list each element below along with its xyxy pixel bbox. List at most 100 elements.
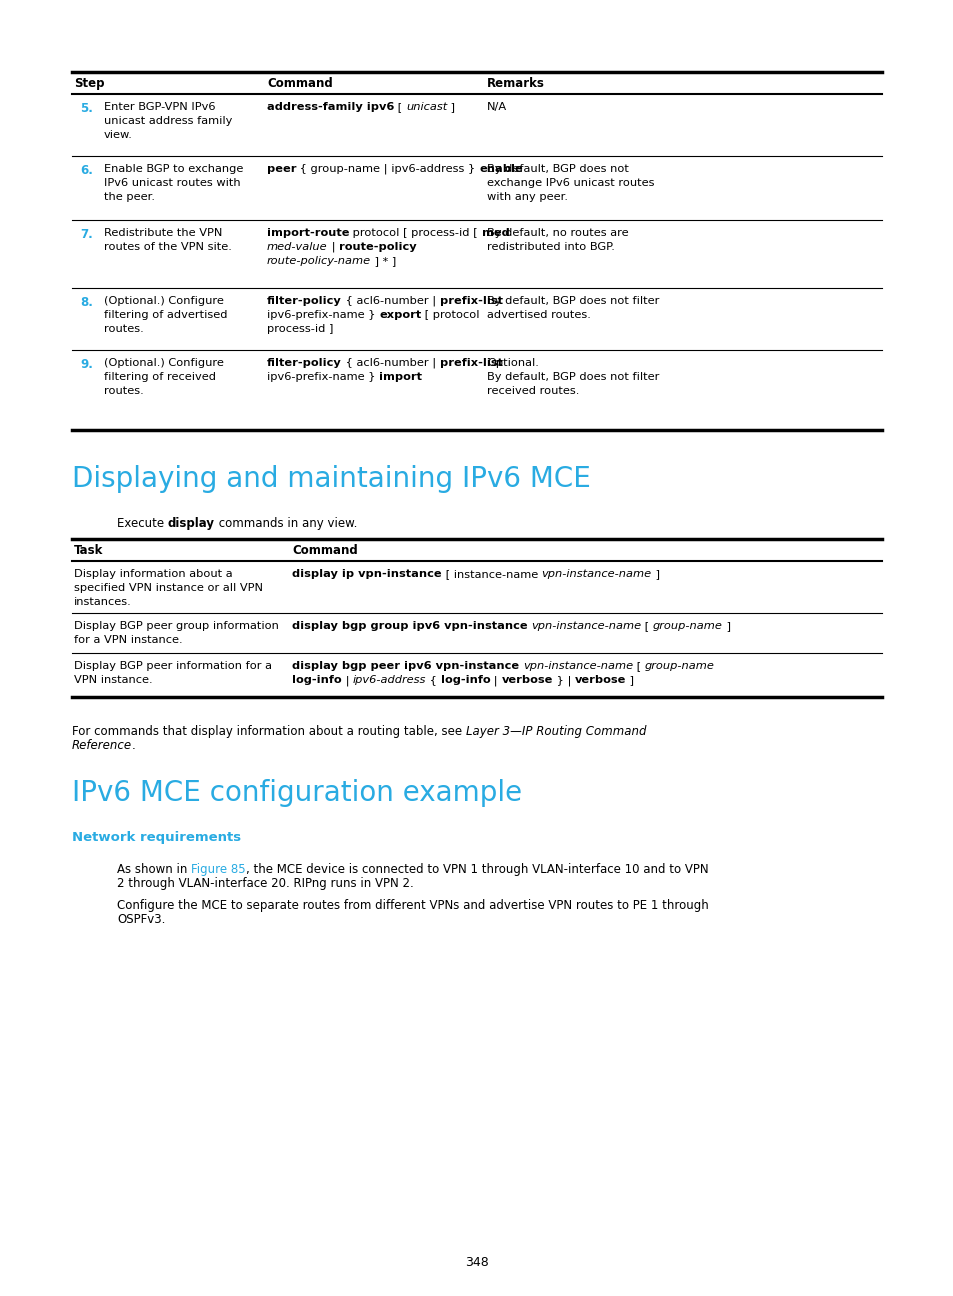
Text: the peer.: the peer. (104, 192, 154, 202)
Text: prefix-list: prefix-list (439, 295, 502, 306)
Text: export: export (378, 310, 421, 320)
Text: routes of the VPN site.: routes of the VPN site. (104, 242, 232, 251)
Text: [: [ (632, 661, 644, 671)
Text: log-info: log-info (440, 675, 490, 686)
Text: Task: Task (74, 544, 103, 557)
Text: Enter BGP-VPN IPv6: Enter BGP-VPN IPv6 (104, 102, 215, 111)
Text: instances.: instances. (74, 597, 132, 607)
Text: view.: view. (104, 130, 132, 140)
Text: ipv6-prefix-name }: ipv6-prefix-name } (267, 372, 378, 382)
Text: { acl6-number |: { acl6-number | (341, 295, 439, 306)
Text: verbose: verbose (501, 675, 553, 686)
Text: group-name: group-name (653, 621, 722, 631)
Text: 5.: 5. (80, 102, 92, 115)
Text: vpn-instance-name: vpn-instance-name (531, 621, 640, 631)
Text: 9.: 9. (80, 358, 92, 371)
Text: Command: Command (292, 544, 357, 557)
Text: .: . (132, 739, 135, 752)
Text: Reference: Reference (71, 739, 132, 752)
Text: received routes.: received routes. (486, 386, 578, 397)
Text: display bgp peer ipv6 vpn-instance: display bgp peer ipv6 vpn-instance (292, 661, 518, 671)
Text: OSPFv3.: OSPFv3. (117, 912, 165, 927)
Text: 7.: 7. (80, 228, 92, 241)
Text: Figure 85: Figure 85 (191, 863, 246, 876)
Text: Step: Step (74, 76, 105, 89)
Text: ipv6-address: ipv6-address (353, 675, 426, 686)
Text: ipv6-prefix-name }: ipv6-prefix-name } (267, 310, 378, 320)
Text: 348: 348 (465, 1256, 488, 1269)
Text: Redistribute the VPN: Redistribute the VPN (104, 228, 222, 238)
Text: Network requirements: Network requirements (71, 831, 241, 844)
Text: filter-policy: filter-policy (267, 358, 341, 368)
Text: unicast: unicast (406, 102, 447, 111)
Text: { acl6-number |: { acl6-number | (341, 358, 439, 368)
Text: ]: ] (447, 102, 455, 111)
Text: filtering of advertised: filtering of advertised (104, 310, 227, 320)
Text: IPv6 MCE configuration example: IPv6 MCE configuration example (71, 779, 521, 807)
Text: group-name: group-name (644, 661, 714, 671)
Text: [: [ (640, 621, 653, 631)
Text: vpn-instance-name: vpn-instance-name (522, 661, 632, 671)
Text: |: | (327, 242, 338, 253)
Text: , the MCE device is connected to VPN 1 through VLAN-interface 10 and to VPN: , the MCE device is connected to VPN 1 t… (246, 863, 708, 876)
Text: enable: enable (478, 165, 522, 174)
Text: As shown in: As shown in (117, 863, 191, 876)
Text: For commands that display information about a routing table, see: For commands that display information ab… (71, 724, 465, 737)
Text: display: display (168, 517, 214, 530)
Text: IPv6 unicast routes with: IPv6 unicast routes with (104, 178, 240, 188)
Text: commands in any view.: commands in any view. (214, 517, 356, 530)
Text: Display information about a: Display information about a (74, 569, 233, 579)
Text: 2 through VLAN-interface 20. RIPng runs in VPN 2.: 2 through VLAN-interface 20. RIPng runs … (117, 877, 414, 890)
Text: log-info: log-info (292, 675, 341, 686)
Text: specified VPN instance or all VPN: specified VPN instance or all VPN (74, 583, 263, 594)
Text: med-value: med-value (267, 242, 327, 251)
Text: |: | (490, 675, 501, 686)
Text: (Optional.) Configure: (Optional.) Configure (104, 358, 224, 368)
Text: routes.: routes. (104, 386, 144, 397)
Text: advertised routes.: advertised routes. (486, 310, 590, 320)
Text: {: { (426, 675, 440, 686)
Text: prefix-list: prefix-list (439, 358, 502, 368)
Text: Displaying and maintaining IPv6 MCE: Displaying and maintaining IPv6 MCE (71, 465, 590, 492)
Text: |: | (341, 675, 353, 686)
Text: protocol [ process-id [: protocol [ process-id [ (349, 228, 481, 238)
Text: ] * ]: ] * ] (371, 257, 395, 266)
Text: (Optional.) Configure: (Optional.) Configure (104, 295, 224, 306)
Text: Configure the MCE to separate routes from different VPNs and advertise VPN route: Configure the MCE to separate routes fro… (117, 899, 708, 912)
Text: Display BGP peer information for a: Display BGP peer information for a (74, 661, 272, 671)
Text: ]: ] (722, 621, 730, 631)
Text: } |: } | (553, 675, 575, 686)
Text: route-policy: route-policy (338, 242, 416, 251)
Text: vpn-instance-name: vpn-instance-name (541, 569, 651, 579)
Text: display bgp group ipv6 vpn-instance: display bgp group ipv6 vpn-instance (292, 621, 527, 631)
Text: unicast address family: unicast address family (104, 117, 233, 126)
Text: N/A: N/A (486, 102, 507, 111)
Text: routes.: routes. (104, 324, 144, 334)
Text: Display BGP peer group information: Display BGP peer group information (74, 621, 278, 631)
Text: VPN instance.: VPN instance. (74, 675, 152, 686)
Text: Optional.: Optional. (486, 358, 538, 368)
Text: Remarks: Remarks (486, 76, 544, 89)
Text: exchange IPv6 unicast routes: exchange IPv6 unicast routes (486, 178, 654, 188)
Text: By default, no routes are: By default, no routes are (486, 228, 628, 238)
Text: import: import (378, 372, 421, 382)
Text: 8.: 8. (80, 295, 92, 308)
Text: route-policy-name: route-policy-name (267, 257, 371, 266)
Text: By default, BGP does not filter: By default, BGP does not filter (486, 295, 659, 306)
Text: Execute: Execute (117, 517, 168, 530)
Text: for a VPN instance.: for a VPN instance. (74, 635, 182, 645)
Text: Enable BGP to exchange: Enable BGP to exchange (104, 165, 243, 174)
Text: By default, BGP does not filter: By default, BGP does not filter (486, 372, 659, 382)
Text: Layer 3—IP Routing Command: Layer 3—IP Routing Command (465, 724, 646, 737)
Text: [: [ (394, 102, 406, 111)
Text: [ instance-name: [ instance-name (441, 569, 541, 579)
Text: peer: peer (267, 165, 296, 174)
Text: [ protocol: [ protocol (421, 310, 479, 320)
Text: Command: Command (267, 76, 333, 89)
Text: ]: ] (651, 569, 659, 579)
Text: { group-name | ipv6-address }: { group-name | ipv6-address } (296, 165, 478, 175)
Text: ]: ] (626, 675, 634, 686)
Text: process-id ]: process-id ] (267, 324, 333, 334)
Text: By default, BGP does not: By default, BGP does not (486, 165, 628, 174)
Text: med: med (481, 228, 509, 238)
